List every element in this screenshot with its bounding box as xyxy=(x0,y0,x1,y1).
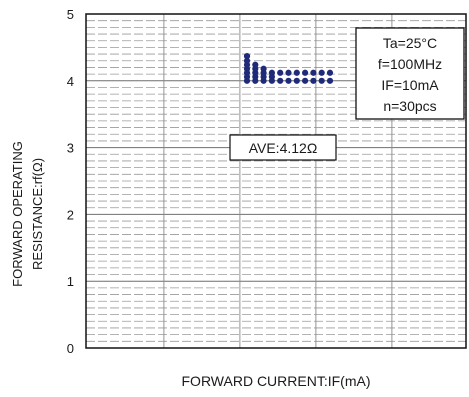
data-point xyxy=(260,65,267,72)
average-label-frame xyxy=(229,134,337,161)
conditions-box: Ta=25°C f=100MHz IF=10mA n=30pcs xyxy=(355,27,465,120)
data-point xyxy=(285,69,292,76)
condition-frequency: f=100MHz xyxy=(378,56,442,72)
y-axis-label-line-1: FORWARD OPERATING xyxy=(10,141,25,287)
y-tick-label: 5 xyxy=(67,7,74,22)
data-point xyxy=(326,77,334,84)
x-axis-label: FORWARD CURRENT:IF(mA) xyxy=(182,373,371,389)
data-point xyxy=(302,77,309,84)
data-point xyxy=(318,77,325,84)
data-point xyxy=(310,69,317,76)
data-point xyxy=(293,69,300,76)
average-label: AVE:4.12Ω xyxy=(249,140,318,156)
marker-layer xyxy=(243,52,334,84)
data-point xyxy=(277,69,284,76)
condition-temperature: Ta=25°C xyxy=(383,35,437,51)
condition-forward-current: IF=10mA xyxy=(381,77,439,93)
average-label-box: AVE:4.12Ω xyxy=(229,134,337,161)
data-point xyxy=(318,69,325,76)
condition-sample-count: n=30pcs xyxy=(383,98,436,114)
y-axis-label-line-2: RESISTANCE:rf(Ω) xyxy=(30,158,45,270)
data-point xyxy=(243,57,251,64)
data-point xyxy=(310,77,317,84)
y-tick-label: 1 xyxy=(67,274,74,289)
data-point xyxy=(293,77,300,84)
y-tick-label: 3 xyxy=(67,141,74,156)
conditions-frame xyxy=(355,27,465,120)
data-point xyxy=(326,69,334,76)
data-point xyxy=(302,69,309,76)
data-point xyxy=(268,69,275,76)
data-point xyxy=(277,77,284,84)
y-tick-label: 4 xyxy=(67,74,74,89)
y-tick-label: 2 xyxy=(67,207,74,222)
plot-frame xyxy=(85,13,467,349)
y-tick-label: 0 xyxy=(67,341,74,356)
data-point xyxy=(252,61,259,68)
grid-layer xyxy=(86,14,466,348)
data-point xyxy=(243,52,251,60)
y-tick-labels: 0 1 2 3 4 5 xyxy=(67,7,74,356)
data-point xyxy=(285,77,292,84)
